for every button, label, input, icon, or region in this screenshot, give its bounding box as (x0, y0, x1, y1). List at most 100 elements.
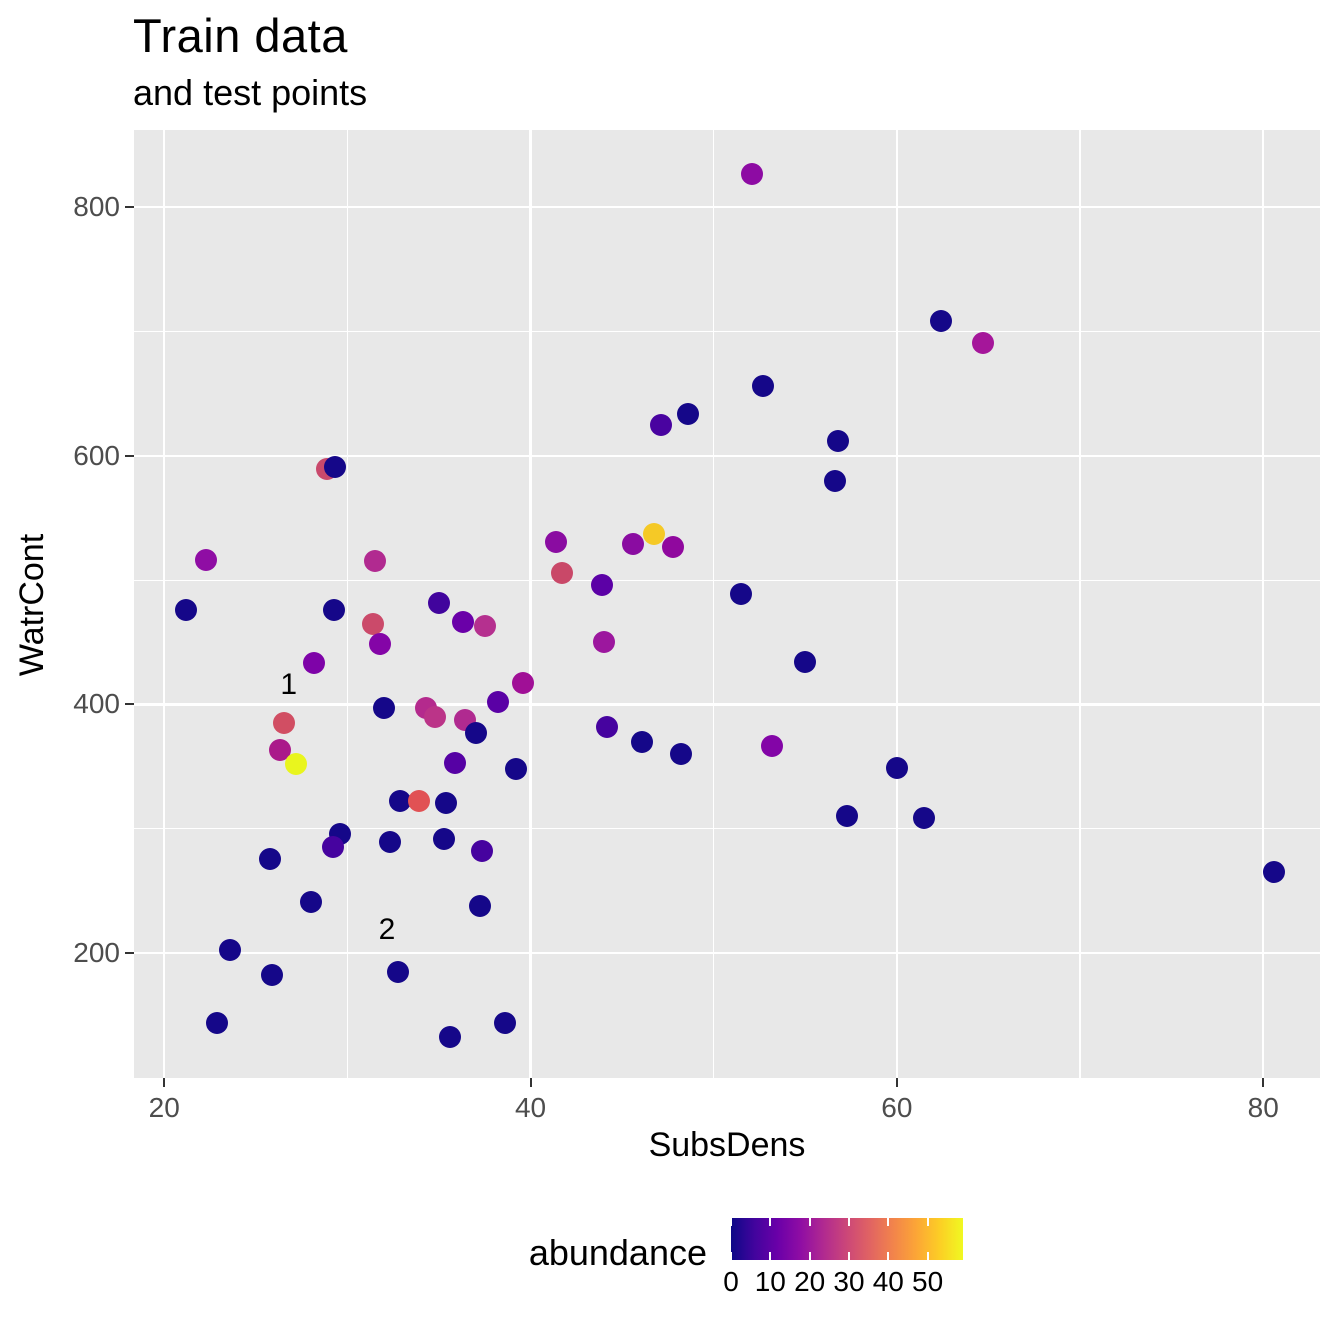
legend-tick-mark (808, 1218, 811, 1226)
data-point (794, 651, 817, 674)
data-point (323, 455, 346, 478)
data-point (741, 162, 764, 185)
data-point (285, 752, 308, 775)
data-point (761, 735, 784, 758)
legend-tick-mark (926, 1252, 929, 1260)
chart-title: Train data (133, 9, 348, 62)
data-point (195, 549, 218, 572)
legend-tick-mark (730, 1218, 732, 1226)
data-point (545, 530, 568, 553)
data-point (550, 562, 573, 585)
data-point (1263, 860, 1286, 883)
data-point (378, 830, 401, 853)
chart-subtitle: and test points (133, 72, 368, 113)
x-axis-title: SubsDens (648, 1126, 806, 1164)
data-point (473, 614, 496, 637)
point-annotation: 2 (378, 913, 396, 947)
legend-tick-mark (887, 1218, 890, 1226)
data-point (219, 939, 242, 962)
y-tick-mark (125, 952, 134, 955)
data-point (373, 697, 396, 720)
data-point (669, 743, 692, 766)
x-tick-mark (895, 1078, 898, 1087)
gridline-major-horizontal (134, 454, 1320, 458)
gridline-minor-horizontal (134, 579, 1320, 581)
legend-tick-mark (847, 1218, 850, 1226)
x-tick-label: 80 (1247, 1092, 1279, 1123)
data-point (261, 963, 284, 986)
gridline-major-horizontal (134, 951, 1320, 955)
x-tick-label: 40 (514, 1092, 547, 1123)
gridline-minor-vertical (713, 130, 715, 1078)
y-tick-label: 200 (73, 937, 120, 969)
data-point (504, 758, 527, 781)
data-point (885, 756, 908, 779)
data-point (321, 835, 344, 858)
x-tick-mark (529, 1078, 532, 1087)
legend-tick-label: 50 (912, 1266, 944, 1297)
legend-tick-mark (847, 1252, 850, 1260)
data-point (427, 591, 450, 614)
data-point (486, 690, 509, 713)
legend-tick-label: 40 (872, 1266, 904, 1297)
legend-tick-mark (808, 1252, 811, 1260)
gridline-major-vertical (162, 130, 166, 1078)
x-tick-mark (1262, 1078, 1265, 1087)
data-point (649, 413, 672, 436)
point-annotation: 1 (280, 668, 298, 702)
legend-tick-label: 30 (833, 1266, 865, 1297)
data-point (677, 402, 700, 425)
y-tick-mark (125, 206, 134, 209)
data-point (596, 715, 619, 738)
legend-tick-mark (926, 1218, 929, 1226)
data-point (438, 1026, 461, 1049)
gridline-major-vertical (529, 130, 532, 1078)
data-point (362, 613, 385, 636)
gridline-major-horizontal (134, 205, 1320, 209)
gridline-minor-horizontal (134, 828, 1320, 830)
data-point (913, 806, 936, 829)
y-tick-label: 600 (73, 439, 120, 471)
data-point (622, 533, 645, 556)
data-point (730, 582, 753, 605)
x-tick-label: 20 (148, 1092, 180, 1123)
data-point (369, 632, 392, 655)
legend-tick-label: 0 (723, 1266, 739, 1297)
legend-tick-mark (769, 1252, 772, 1260)
data-point (303, 651, 326, 674)
legend-tick-mark (730, 1252, 732, 1260)
gridline-minor-horizontal (134, 330, 1320, 333)
data-point (464, 722, 487, 745)
data-point (643, 523, 666, 546)
data-point (493, 1011, 516, 1034)
data-point (388, 789, 411, 812)
legend-tick-label: 20 (794, 1266, 826, 1297)
data-point (971, 331, 994, 354)
data-point (471, 840, 493, 863)
data-point (268, 738, 291, 761)
data-point (259, 847, 282, 870)
y-tick-label: 800 (73, 191, 120, 223)
data-point (512, 672, 535, 695)
data-point (631, 730, 654, 753)
gridline-minor-vertical (1079, 130, 1081, 1078)
data-point (424, 705, 447, 728)
x-tick-mark (163, 1078, 166, 1087)
x-tick-label: 60 (881, 1092, 913, 1123)
y-tick-mark (125, 703, 134, 706)
legend-tick-mark (769, 1218, 772, 1226)
data-point (443, 751, 466, 774)
data-point (407, 789, 430, 812)
gridline-major-vertical (895, 130, 899, 1078)
data-point (836, 805, 859, 828)
data-point (752, 375, 775, 398)
data-point (433, 827, 456, 850)
data-point (322, 598, 345, 621)
data-point (206, 1011, 229, 1034)
gridline-minor-vertical (346, 130, 348, 1078)
legend-tick-mark (887, 1252, 890, 1260)
gridline-major-horizontal (134, 703, 1320, 706)
y-tick-label: 400 (73, 688, 120, 720)
